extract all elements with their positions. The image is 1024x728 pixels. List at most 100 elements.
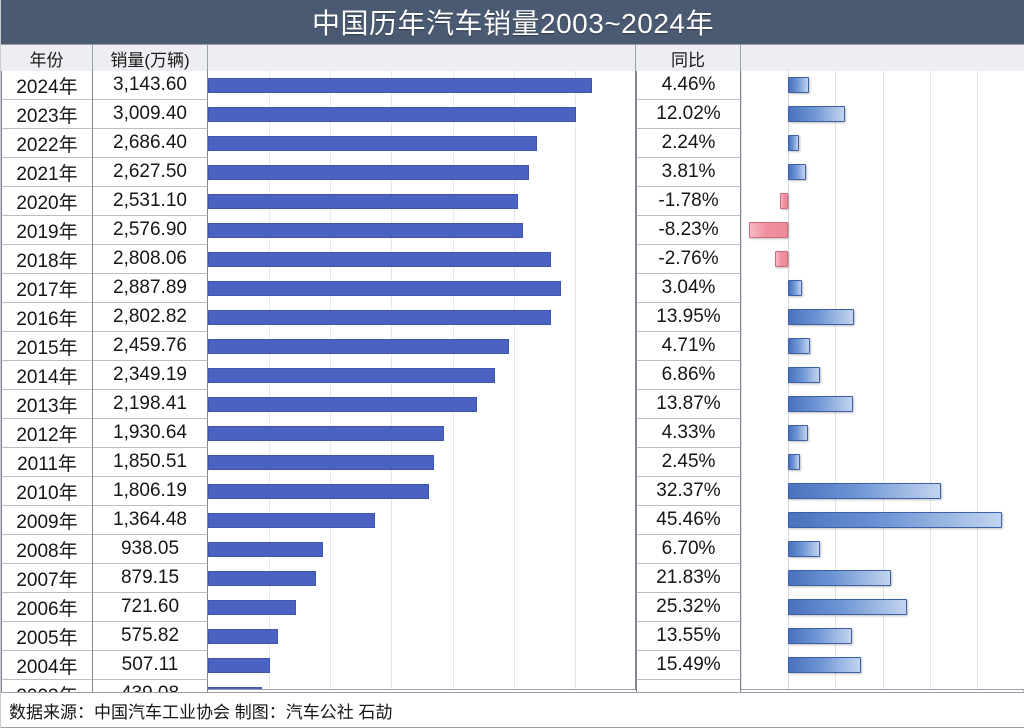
cell-yoy-value: 15.49%	[636, 651, 741, 680]
cell-year: 2021年	[1, 158, 93, 187]
cell-sales-value: 2,576.90	[93, 216, 208, 245]
sales-bar	[208, 629, 278, 644]
yoy-bar-positive	[788, 164, 806, 180]
data-sheet: 年份 销量(万辆) 同比 2024年 3,143.60 4.46% 2023年 3,00…	[1, 44, 1024, 709]
table-row: 2019年 2,576.90 -8.23%	[1, 216, 1024, 245]
column-header-year: 年份	[1, 45, 93, 71]
footer-bar: 数据来源：中国汽车工业协会 制图：汽车公社 石劼	[1, 692, 1024, 728]
source-credit-text: 数据来源：中国汽车工业协会 制图：汽车公社 石劼	[9, 702, 393, 722]
table-row: 2007年 879.15 21.83%	[1, 564, 1024, 593]
table-body: 2024年 3,143.60 4.46% 2023年 3,009.40 12.02% 202…	[1, 71, 1024, 709]
cell-year: 2011年	[1, 448, 93, 477]
yoy-bar-positive	[788, 309, 854, 325]
table-row: 2021年 2,627.50 3.81%	[1, 158, 1024, 187]
cell-year: 2010年	[1, 477, 93, 506]
yoy-bar-positive	[788, 425, 808, 441]
yoy-bar-positive	[788, 657, 861, 673]
cell-year: 2024年	[1, 71, 93, 100]
sales-bar	[208, 542, 323, 557]
cell-yoy-value: 25.32%	[636, 593, 741, 622]
cell-yoy-value: -8.23%	[636, 216, 741, 245]
sales-bar-chart	[208, 71, 636, 690]
cell-year: 2023年	[1, 100, 93, 129]
cell-yoy-value: -2.76%	[636, 245, 741, 274]
table-row: 2006年 721.60 25.32%	[1, 593, 1024, 622]
sales-bar	[208, 455, 434, 470]
gridline	[741, 71, 742, 689]
sales-bar	[208, 513, 375, 528]
cell-yoy-value: 6.70%	[636, 535, 741, 564]
table-row: 2024年 3,143.60 4.46%	[1, 71, 1024, 100]
cell-sales-value: 1,850.51	[93, 448, 208, 477]
yoy-bar-positive	[788, 106, 845, 122]
table-row: 2015年 2,459.76 4.71%	[1, 332, 1024, 361]
sales-bar	[208, 397, 477, 412]
cell-yoy-value: 13.55%	[636, 622, 741, 651]
sales-bar	[208, 281, 561, 296]
yoy-bar-positive	[788, 338, 810, 354]
cell-year: 2006年	[1, 593, 93, 622]
cell-sales-value: 3,009.40	[93, 100, 208, 129]
yoy-bar-positive	[788, 512, 1002, 528]
yoy-bar-positive	[788, 599, 907, 615]
yoy-bar-positive	[788, 454, 800, 470]
column-header-sales: 销量(万辆)	[93, 45, 208, 71]
cell-sales-value: 2,459.76	[93, 332, 208, 361]
gridline	[575, 71, 576, 689]
cell-yoy-value: -1.78%	[636, 187, 741, 216]
table-row: 2011年 1,850.51 2.45%	[1, 448, 1024, 477]
cell-year: 2005年	[1, 622, 93, 651]
cell-sales-value: 2,531.10	[93, 187, 208, 216]
cell-sales-value: 1,930.64	[93, 419, 208, 448]
table-row: 2014年 2,349.19 6.86%	[1, 361, 1024, 390]
cell-sales-value: 2,686.40	[93, 129, 208, 158]
sales-bar	[208, 687, 262, 689]
cell-yoy-value: 32.37%	[636, 477, 741, 506]
cell-sales-value: 938.05	[93, 535, 208, 564]
yoy-bar-negative	[749, 222, 788, 238]
sales-bar	[208, 310, 551, 325]
yoy-bar-positive	[788, 77, 809, 93]
table-row: 2016年 2,802.82 13.95%	[1, 303, 1024, 332]
cell-year: 2012年	[1, 419, 93, 448]
cell-sales-value: 3,143.60	[93, 71, 208, 100]
cell-year: 2016年	[1, 303, 93, 332]
cell-yoy-value: 2.24%	[636, 129, 741, 158]
cell-year: 2017年	[1, 274, 93, 303]
yoy-bar-positive	[788, 541, 820, 557]
table-row: 2023年 3,009.40 12.02%	[1, 100, 1024, 129]
cell-year: 2022年	[1, 129, 93, 158]
sales-bar	[208, 136, 537, 151]
column-header-sales-chart	[208, 45, 636, 71]
cell-sales-value: 2,349.19	[93, 361, 208, 390]
yoy-bar-positive	[788, 280, 802, 296]
yoy-bar-positive	[788, 135, 799, 151]
cell-yoy-value: 4.71%	[636, 332, 741, 361]
cell-yoy-value: 13.95%	[636, 303, 741, 332]
cell-sales-value: 879.15	[93, 564, 208, 593]
table-row: 2018年 2,808.06 -2.76%	[1, 245, 1024, 274]
cell-yoy-value: 4.46%	[636, 71, 741, 100]
sales-bar	[208, 484, 429, 499]
sales-bar	[208, 600, 296, 615]
sales-bar	[208, 223, 523, 238]
cell-yoy-value: 3.04%	[636, 274, 741, 303]
sales-bar	[208, 107, 576, 122]
table-row: 2020年 2,531.10 -1.78%	[1, 187, 1024, 216]
cell-year: 2020年	[1, 187, 93, 216]
cell-yoy-value: 3.81%	[636, 158, 741, 187]
cell-year: 2018年	[1, 245, 93, 274]
cell-sales-value: 1,806.19	[93, 477, 208, 506]
page-title: 中国历年汽车销量2003~2024年	[312, 8, 714, 39]
gridline	[930, 71, 931, 689]
table-row: 2022年 2,686.40 2.24%	[1, 129, 1024, 158]
column-header-yoy: 同比	[636, 45, 741, 71]
sales-bar	[208, 165, 529, 180]
cell-year: 2013年	[1, 390, 93, 419]
cell-sales-value: 2,627.50	[93, 158, 208, 187]
sales-bar	[208, 571, 316, 586]
cell-yoy-value: 45.46%	[636, 506, 741, 535]
yoy-bar-negative	[780, 193, 788, 209]
gridline	[883, 71, 884, 689]
